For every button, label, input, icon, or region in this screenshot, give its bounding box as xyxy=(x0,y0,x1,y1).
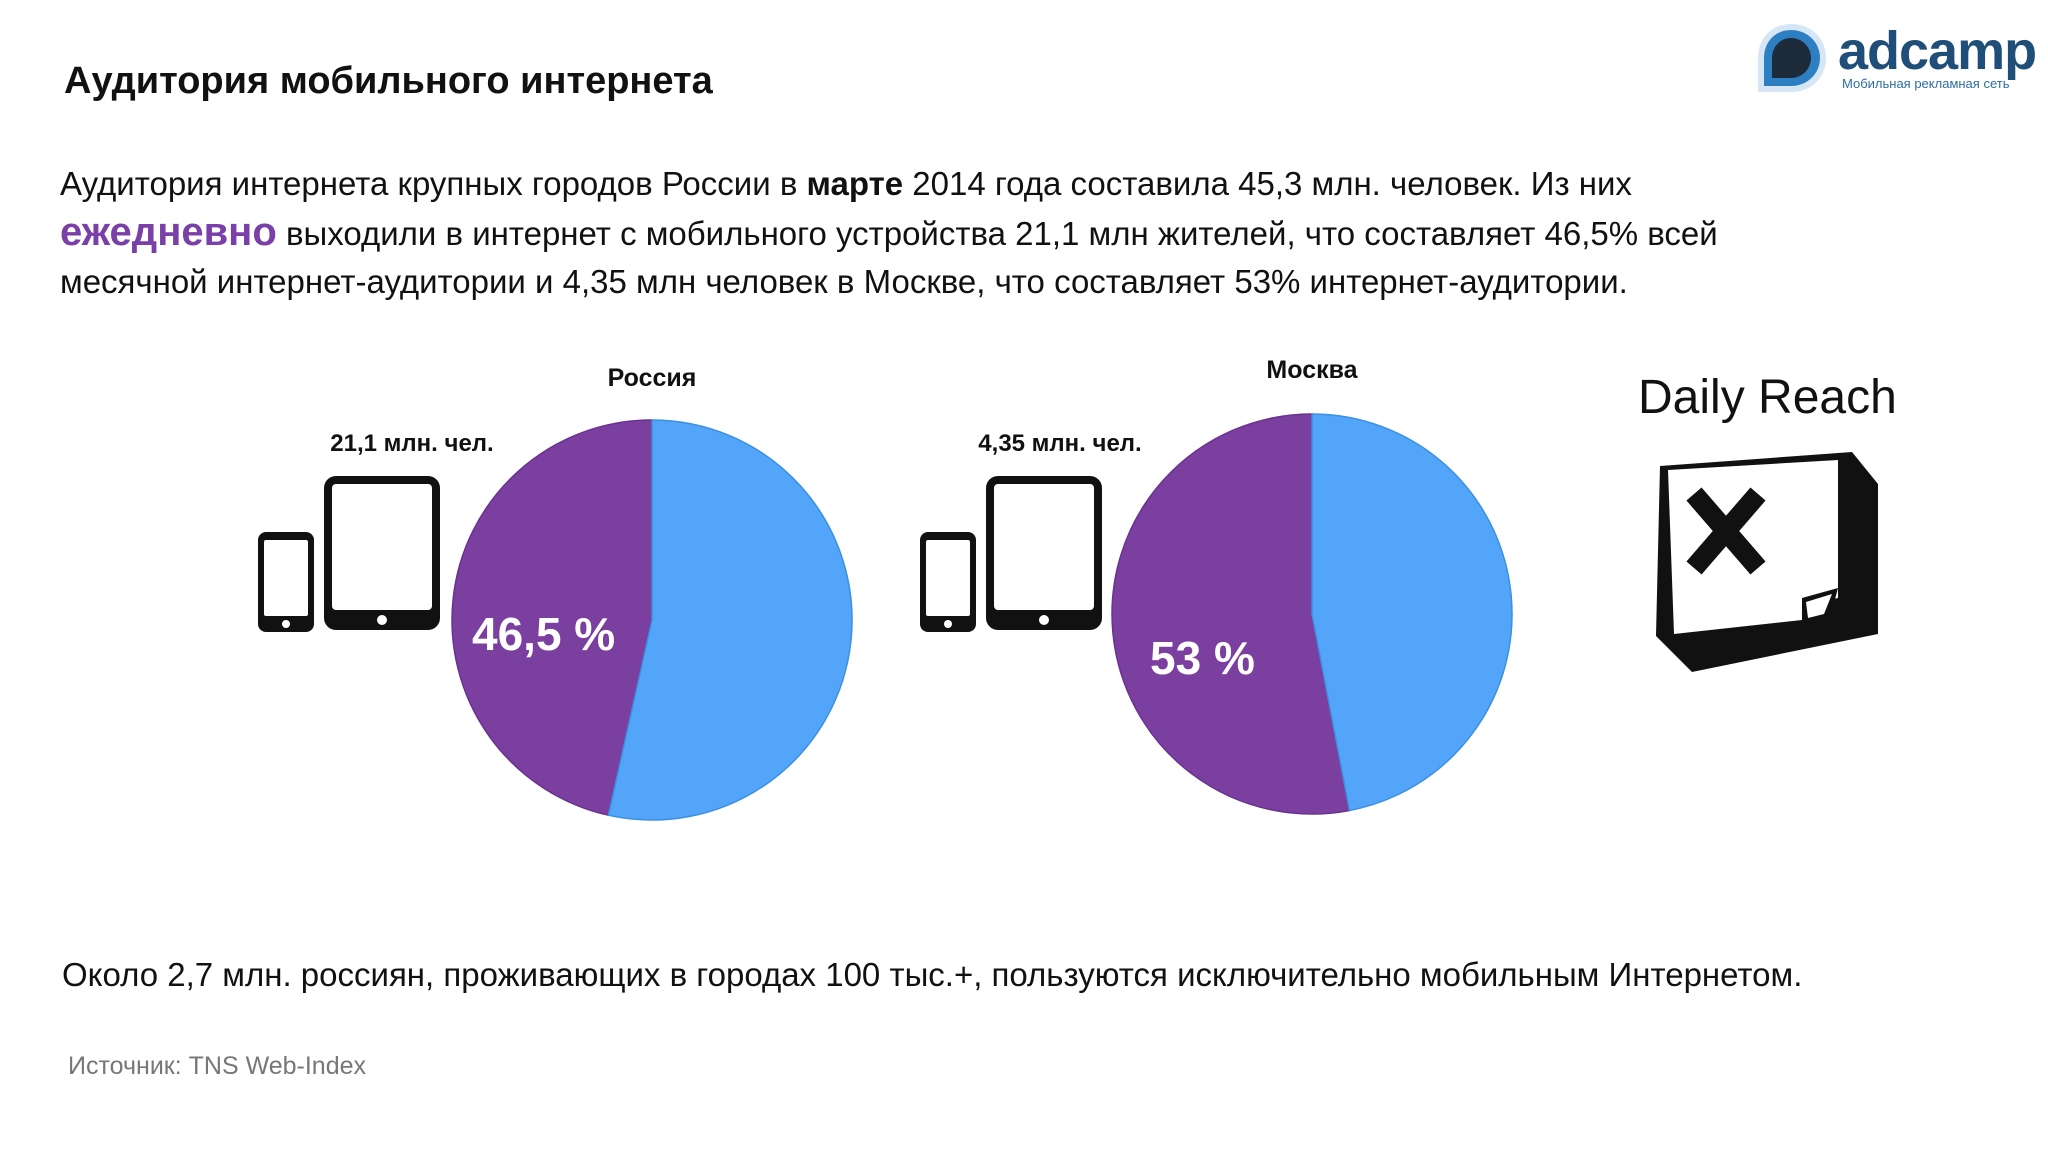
page-title: Аудитория мобильного интернета xyxy=(64,60,713,102)
footer-statement: Около 2,7 млн. россиян, проживающих в го… xyxy=(62,956,1803,993)
pie-slice-label: 46,5 % xyxy=(472,608,615,660)
intro-text: Аудитория интернета крупных городов Росс… xyxy=(60,165,807,202)
phone-icon xyxy=(258,532,314,632)
intro-accent-daily: ежедневно xyxy=(60,210,277,254)
adcamp-logo: adcamp Мобильная рекламная сеть xyxy=(1752,18,2037,98)
tablet-icon xyxy=(324,476,440,630)
intro-line-3: месячной интернет-аудитории и 4,35 млн ч… xyxy=(60,258,1980,306)
chart-title-russia: Россия xyxy=(607,364,697,392)
devices-moscow xyxy=(920,476,1102,632)
pie-chart-moscow: 53 % xyxy=(1111,413,1513,815)
audience-label-russia: 21,1 млн. чел. xyxy=(330,430,494,457)
intro-text: 2014 года составила 45,3 млн. человек. И… xyxy=(903,165,1632,202)
pie-slice-label: 53 % xyxy=(1150,632,1255,684)
intro-line-2: ежедневно выходили в интернет с мобильно… xyxy=(60,208,1980,258)
audience-label-moscow: 4,35 млн. чел. xyxy=(978,430,1142,457)
tablet-icon xyxy=(986,476,1102,630)
logo-word: adcamp xyxy=(1838,21,2037,81)
intro-paragraph: Аудитория интернета крупных городов Росс… xyxy=(60,160,1980,306)
source-note: Источник: TNS Web-Index xyxy=(68,1052,366,1080)
adcamp-logo-icon xyxy=(1758,24,1826,92)
pie-slice-daily xyxy=(451,419,653,817)
intro-text: месячной интернет-аудитории и 4,35 млн ч… xyxy=(60,263,1628,300)
pie-chart-russia: 46,5 % xyxy=(451,419,853,821)
devices-russia xyxy=(258,476,440,632)
phone-icon xyxy=(920,532,976,632)
x-box-icon xyxy=(1656,452,1878,672)
intro-line-1: Аудитория интернета крупных городов Росс… xyxy=(60,160,1980,208)
logo-tagline: Мобильная рекламная сеть xyxy=(1842,76,2010,91)
intro-bold-month: марте xyxy=(806,165,904,202)
chart-title-moscow: Москва xyxy=(1266,356,1358,384)
pie-slice-rest xyxy=(607,419,853,821)
daily-reach-title: Daily Reach xyxy=(1638,371,1897,424)
intro-text: выходили в интернет с мобильного устройс… xyxy=(276,215,1718,252)
pie-slice-rest xyxy=(1311,413,1513,812)
pie-slice-daily xyxy=(1111,413,1351,815)
